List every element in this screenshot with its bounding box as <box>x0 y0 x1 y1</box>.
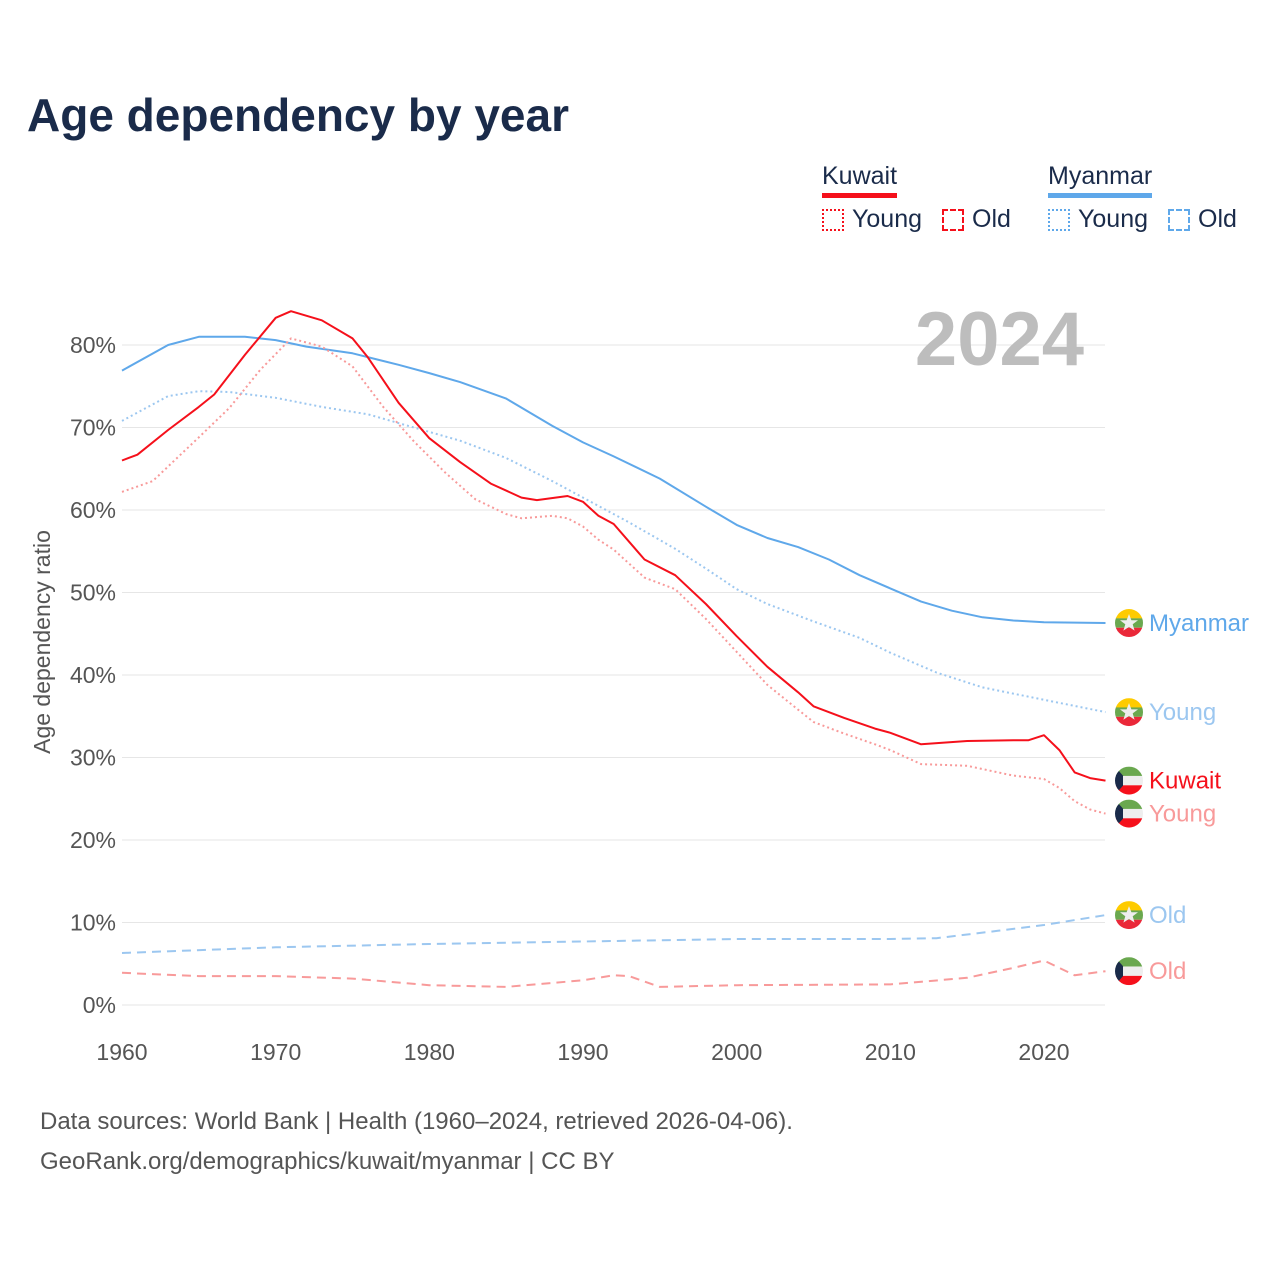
y-axis-label: Age dependency ratio <box>29 530 55 754</box>
flag-stripe <box>1115 698 1143 708</box>
x-tick-label: 1980 <box>404 1039 455 1065</box>
y-tick-label: 80% <box>70 332 116 358</box>
y-tick-label: 20% <box>70 827 116 853</box>
dotted-swatch-icon <box>822 208 844 231</box>
series-line-myanmar <box>121 335 1106 624</box>
series-line-myanmar-old <box>121 914 1106 954</box>
legend-label: Old <box>1198 205 1237 233</box>
flag-stripe <box>1115 716 1143 727</box>
legend-myanmar[interactable]: Myanmar <box>1048 162 1153 198</box>
flag-body <box>1115 609 1143 638</box>
legend-kuwait-young[interactable]: Young <box>822 205 922 234</box>
y-tick-label: 60% <box>70 497 116 523</box>
kuwait-flag-icon <box>1115 957 1143 986</box>
flag-body <box>1115 957 1143 986</box>
end-label: Old <box>1149 958 1186 985</box>
footer-link[interactable]: GeoRank.org/demographics/kuwait/myanmar … <box>40 1148 615 1175</box>
y-tick-label: 30% <box>70 745 116 771</box>
flag-body <box>1115 698 1143 727</box>
star-icon <box>1120 906 1138 923</box>
y-tick-label: 40% <box>70 662 116 688</box>
dashed-swatch-icon <box>1168 208 1190 231</box>
y-tick-label: 70% <box>70 415 116 441</box>
series-line-kuwait-old <box>121 959 1106 988</box>
flag-stripe <box>1115 901 1143 911</box>
series-line-kuwait <box>121 310 1106 782</box>
flag-stripe <box>1115 766 1143 776</box>
flag-stripe <box>1115 975 1143 986</box>
myanmar-flag-icon <box>1115 901 1143 930</box>
flag-stripe <box>1115 775 1143 786</box>
flag-stripe <box>1115 609 1143 619</box>
flag-stripe <box>1115 799 1143 809</box>
star-icon <box>1120 614 1138 631</box>
flag-stripe <box>1115 919 1143 930</box>
x-tick-label: 1990 <box>557 1039 608 1065</box>
kuwait-flag-icon <box>1115 799 1143 828</box>
y-tick-label: 50% <box>70 580 116 606</box>
year-display: 2024 <box>914 297 1084 382</box>
legend-label: Young <box>852 205 922 233</box>
x-tick-label: 2020 <box>1018 1039 1069 1065</box>
flag-body <box>1115 766 1143 795</box>
y-tick-label: 0% <box>83 992 116 1018</box>
kuwait-flag-icon <box>1115 766 1143 795</box>
flag-stripe <box>1115 808 1143 819</box>
dashed-swatch-icon <box>942 208 964 231</box>
x-tick-label: 2000 <box>711 1039 762 1065</box>
flag-stripe <box>1115 818 1143 828</box>
footer-sources: Data sources: World Bank | Health (1960–… <box>40 1108 793 1135</box>
legend-label: Young <box>1078 205 1148 233</box>
flag-stripe <box>1115 966 1143 976</box>
x-tick-label: 1970 <box>250 1039 301 1065</box>
x-tick-label: 2010 <box>865 1039 916 1065</box>
flag-trapezoid <box>1115 799 1123 828</box>
legend-kuwait-old[interactable]: Old <box>942 205 1011 234</box>
chart-title: Age dependency by year <box>27 89 569 141</box>
legend-label: Old <box>972 205 1011 233</box>
y-tick-label: 10% <box>70 910 116 936</box>
myanmar-flag-icon <box>1115 609 1143 638</box>
end-label: Young <box>1149 699 1216 726</box>
flag-stripe <box>1115 957 1143 967</box>
dotted-swatch-icon <box>1048 208 1070 231</box>
series-line-myanmar-young <box>121 390 1106 714</box>
legend-myanmar-old[interactable]: Old <box>1168 205 1237 234</box>
flag-stripe <box>1115 627 1143 638</box>
legend-kuwait[interactable]: Kuwait <box>822 162 898 198</box>
end-label: Myanmar <box>1149 610 1249 637</box>
end-label: Kuwait <box>1149 768 1221 795</box>
star-icon <box>1120 703 1138 720</box>
flag-stripe <box>1115 785 1143 795</box>
end-label: Old <box>1149 902 1186 929</box>
x-tick-label: 1960 <box>96 1039 147 1065</box>
flag-body <box>1115 799 1143 828</box>
flag-body <box>1115 901 1143 930</box>
end-label: Young <box>1149 801 1216 828</box>
legend-myanmar-young[interactable]: Young <box>1048 205 1148 234</box>
flag-trapezoid <box>1115 766 1123 795</box>
myanmar-flag-icon <box>1115 698 1143 727</box>
flag-trapezoid <box>1115 957 1123 986</box>
